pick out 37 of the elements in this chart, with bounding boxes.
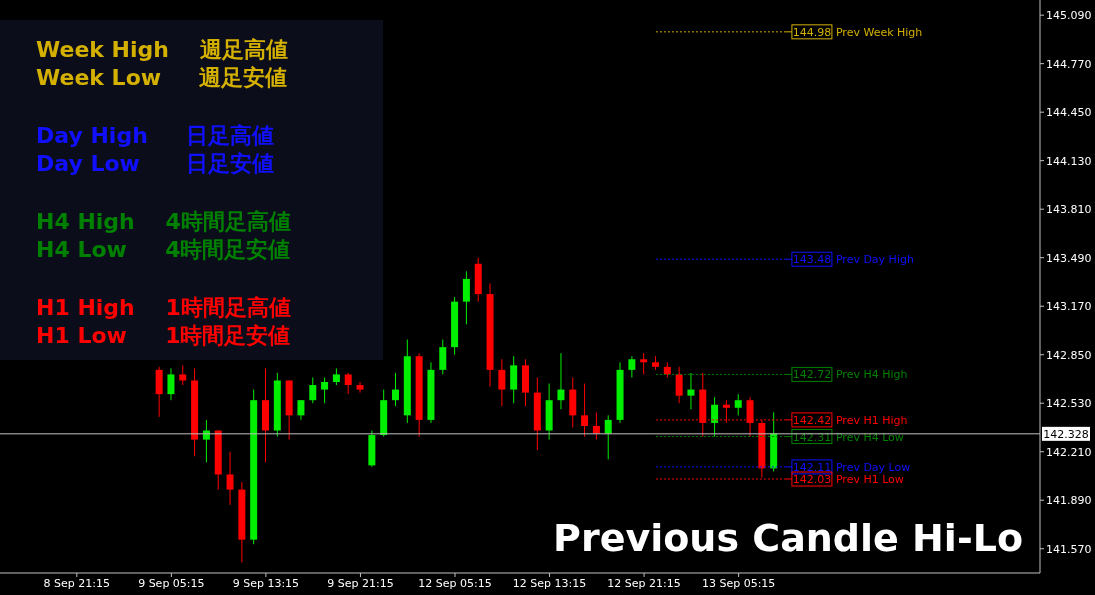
y-tick-label: 143.170 xyxy=(1046,300,1092,314)
annotation: Week High 週足高値 xyxy=(36,36,289,64)
ref-line-label: 142.72 Prev H4 High xyxy=(792,368,908,382)
annotation: H4 Low 4時間足安値 xyxy=(36,236,292,264)
annotation: Week Low 週足安値 xyxy=(36,64,289,92)
x-tick-label: 12 Sep 05:15 xyxy=(418,576,492,590)
ref-line-label: 142.328 xyxy=(1043,427,1089,441)
ref-line-label: 142.31 Prev H4 Low xyxy=(792,430,904,444)
ref-line-label: 142.03 Prev H1 Low xyxy=(792,473,904,487)
x-tick-label: 12 Sep 13:15 xyxy=(512,576,587,590)
annotation: H1 Low 1時間足安値 xyxy=(36,322,292,350)
y-tick-label: 145.090 xyxy=(1046,9,1092,23)
y-tick-label: 141.890 xyxy=(1046,494,1092,508)
y-tick-label: 144.770 xyxy=(1046,57,1092,71)
annotation: H4 High 4時間足高値 xyxy=(36,208,292,236)
y-tick-label: 143.810 xyxy=(1046,203,1092,217)
text: Previous Candle Hi-Lo xyxy=(553,516,1023,560)
y-tick-label: 142.210 xyxy=(1046,445,1092,459)
x-tick-label: 9 Sep 05:15 xyxy=(138,576,205,590)
annotation: Day High 日足高値 xyxy=(36,122,276,150)
y-tick-label: 141.570 xyxy=(1046,542,1092,556)
ref-line-label: 143.48 Prev Day High xyxy=(792,253,914,267)
ref-line-label: 142.11 Prev Day Low xyxy=(792,460,911,474)
annotation: H1 High 1時間足高値 xyxy=(36,294,292,322)
y-tick-label: 142.850 xyxy=(1046,348,1092,362)
y-tick-label: 144.130 xyxy=(1046,154,1092,168)
ref-line-label: 142.42 Prev H1 High xyxy=(792,413,908,427)
x-tick-label: 13 Sep 05:15 xyxy=(701,576,776,590)
x-tick-label: 8 Sep 21:15 xyxy=(43,576,111,590)
y-tick-label: 142.530 xyxy=(1046,397,1092,411)
y-tick-label: 143.490 xyxy=(1046,251,1092,265)
annotation: Day Low 日足安値 xyxy=(36,150,275,178)
ref-line-label: 144.98 Prev Week High xyxy=(792,25,923,39)
x-tick-label: 12 Sep 21:15 xyxy=(607,576,681,590)
y-tick-label: 144.450 xyxy=(1046,106,1092,120)
x-tick-label: 9 Sep 21:15 xyxy=(327,576,394,590)
x-tick-label: 9 Sep 13:15 xyxy=(232,576,300,590)
